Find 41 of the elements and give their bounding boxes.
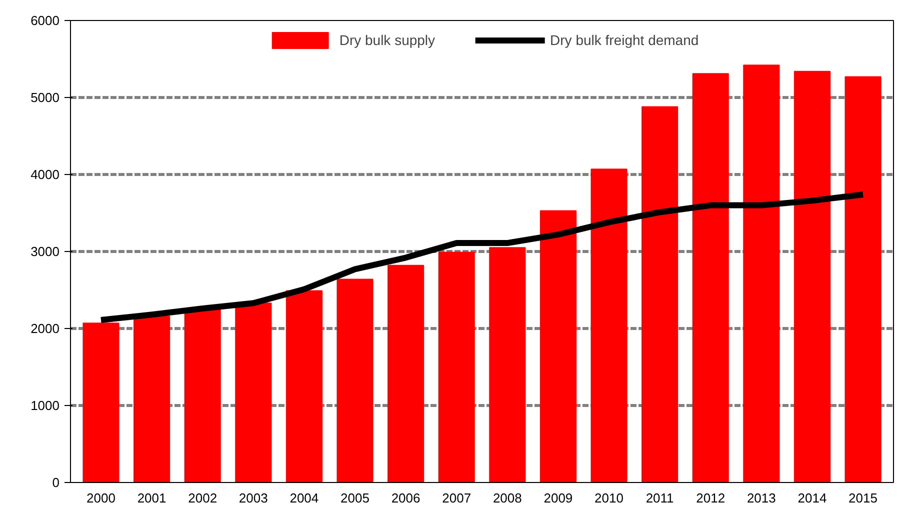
bar (82, 322, 120, 482)
x-tick-label: 2002 (188, 490, 218, 506)
x-tick-label: 2000 (86, 490, 116, 506)
x-tick-label: 2008 (492, 490, 522, 506)
x-tick-label: 2013 (746, 490, 776, 506)
bar (438, 252, 475, 482)
x-tick-label: 2004 (290, 490, 319, 506)
y-tick-label: 6000 (30, 13, 60, 28)
bar (134, 316, 170, 482)
bar (794, 70, 830, 482)
bar (388, 264, 424, 482)
x-tick-label: 2015 (848, 490, 878, 506)
bar (743, 64, 780, 482)
bar (336, 278, 374, 482)
bar (489, 247, 526, 482)
x-tick-label: 2006 (391, 490, 420, 506)
bar (184, 308, 221, 482)
bar (590, 168, 628, 482)
bar (844, 76, 882, 482)
legend-label: Dry bulk freight demand (550, 32, 699, 48)
x-tick-label: 2012 (696, 490, 726, 506)
y-tick-label: 1000 (30, 398, 60, 413)
y-tick-label: 2000 (30, 321, 60, 336)
x-tick-label: 2014 (798, 490, 827, 506)
x-tick-label: 2005 (340, 490, 370, 506)
y-tick-label: 5000 (30, 90, 60, 105)
x-tick-label: 2003 (238, 490, 268, 506)
x-tick-label: 2001 (137, 490, 166, 506)
bar (540, 210, 576, 482)
x-tick-label: 2011 (646, 490, 674, 506)
y-tick-label: 4000 (30, 167, 60, 182)
legend-label: Dry bulk supply (339, 32, 436, 48)
x-tick-label: 2010 (594, 490, 624, 506)
x-tick-label: 2009 (544, 490, 573, 506)
bar (286, 290, 322, 482)
bar (235, 302, 272, 482)
x-tick-label: 2007 (442, 490, 472, 506)
y-tick-label: 0 (52, 475, 60, 490)
bar (642, 106, 678, 482)
bar (692, 73, 729, 482)
y-tick-label: 3000 (30, 244, 60, 259)
